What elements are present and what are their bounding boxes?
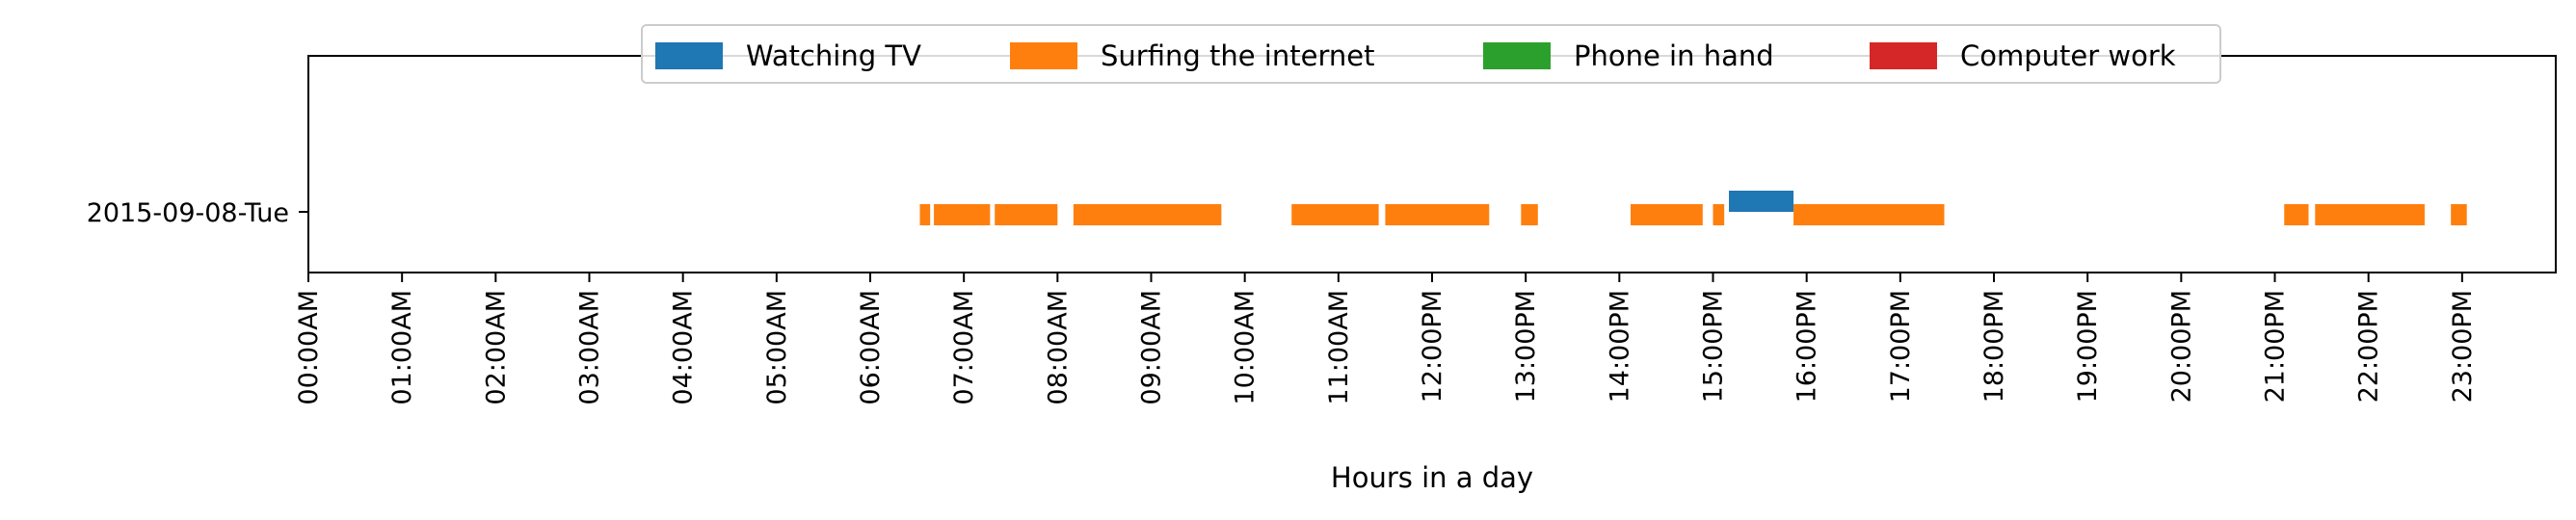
y-tick-label: 2015-09-08-Tue [87,198,289,228]
x-tick-label: 07:00AM [949,290,979,405]
legend-swatch [1483,42,1551,69]
legend-label: Watching TV [746,39,921,72]
bar-surfing-the-internet-9 [1793,204,1945,225]
x-tick-label: 00:00AM [294,290,324,405]
bar-surfing-the-internet-2 [995,204,1058,225]
x-tick-label: 02:00AM [481,290,511,405]
bar-surfing-the-internet-0 [919,204,931,225]
x-tick-label: 19:00PM [2073,290,2103,403]
x-tick-label: 05:00AM [762,290,792,405]
bars-layer [919,191,2467,225]
x-tick-label: 06:00AM [856,290,886,405]
x-tick-label: 17:00PM [1886,290,1916,403]
x-tick-label: 10:00AM [1231,290,1261,405]
y-axis: 2015-09-08-Tue [87,198,308,228]
x-tick-label: 13:00PM [1511,290,1541,403]
plot-frame [307,55,2557,273]
bar-surfing-the-internet-4 [1291,204,1379,225]
x-tick-label: 14:00PM [1605,290,1634,403]
x-tick-label: 18:00PM [1979,290,2009,403]
x-tick-label: 01:00AM [387,290,417,405]
legend-swatch [1870,42,1937,69]
bar-surfing-the-internet-5 [1385,204,1490,225]
bar-watching-tv-0 [1729,191,1794,212]
x-tick-label: 12:00PM [1418,290,1447,403]
x-tick-label: 11:00AM [1324,290,1354,405]
bar-surfing-the-internet-10 [2284,204,2309,225]
x-tick-label: 16:00PM [1793,290,1822,403]
bar-surfing-the-internet-7 [1630,204,1703,225]
bar-surfing-the-internet-12 [2451,204,2467,225]
bar-surfing-the-internet-3 [1073,204,1222,225]
x-tick-label: 04:00AM [669,290,699,405]
x-tick-label: 15:00PM [1699,290,1729,403]
legend-swatch [655,42,723,69]
x-tick-label: 21:00PM [2261,290,2291,403]
x-tick-label: 09:00AM [1137,290,1167,405]
x-axis-label: Hours in a day [1331,461,1533,494]
x-axis: 00:00AM 01:00AM 02:00AM 03:00AM 04:00AM 05:00… [294,273,2478,405]
x-tick-label: 03:00AM [575,290,605,405]
bar-surfing-the-internet-11 [2315,204,2425,225]
bar-surfing-the-internet-6 [1521,204,1538,225]
x-tick-label: 20:00PM [2166,290,2196,403]
legend: Watching TV Surfing the internet Phone in … [641,24,2221,84]
legend-label: Computer work [1960,39,2176,72]
legend-label: Phone in hand [1574,39,1774,72]
x-tick-label: 23:00PM [2448,290,2478,403]
legend-label: Surfing the internet [1101,39,1374,72]
bar-surfing-the-internet-1 [934,204,991,225]
bar-surfing-the-internet-8 [1713,204,1725,225]
x-tick-label: 08:00AM [1043,290,1073,405]
legend-swatch [1010,42,1077,69]
x-tick-label: 22:00PM [2354,290,2384,403]
